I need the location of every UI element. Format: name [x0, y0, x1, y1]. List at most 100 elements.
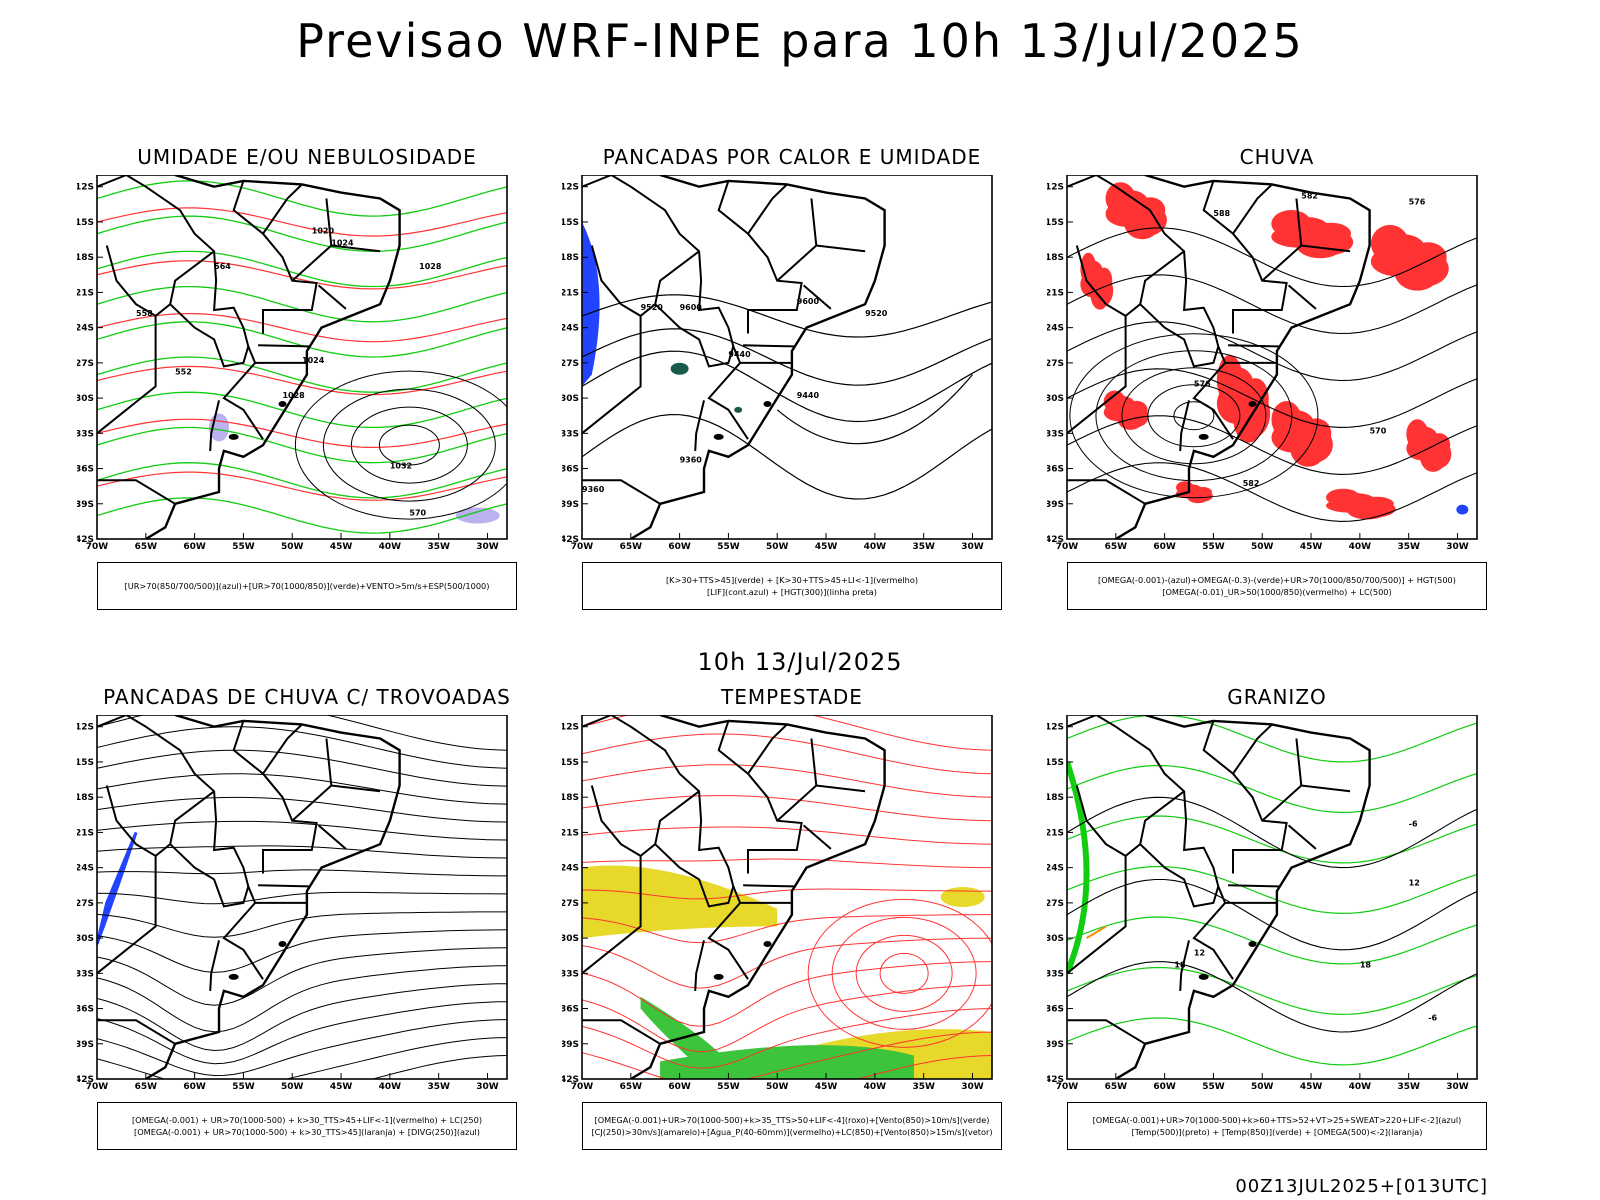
contour-label: 576 [1194, 379, 1211, 388]
temp850-green-contour [1067, 715, 1477, 763]
lon-tick-label: 65W [620, 1082, 643, 1092]
streamline-850 [582, 764, 992, 798]
lat-tick-label: 30S [1047, 394, 1064, 404]
lat-tick-label: 15S [77, 758, 94, 768]
lat-tick-label: 27S [562, 899, 579, 909]
lat-tick-label: 36S [562, 1005, 579, 1015]
lon-tick-label: 45W [815, 542, 838, 552]
lat-tick-label: 36S [562, 465, 579, 475]
state-border [1067, 715, 1234, 980]
lon-tick-label: 35W [427, 542, 450, 552]
lc500-contour [1095, 350, 1293, 482]
hgt300-contour [582, 413, 992, 500]
streamline [97, 891, 507, 905]
lat-tick-label: 39S [1047, 500, 1064, 510]
lat-tick-label: 27S [77, 899, 94, 909]
map-frame [96, 715, 508, 1080]
state-border [582, 479, 661, 505]
map-base [1067, 175, 1371, 539]
lat-tick-label: 21S [77, 288, 94, 298]
ur-green-contour [97, 321, 507, 358]
ur-green-contour [97, 497, 507, 534]
contour-label: 12 [1194, 949, 1205, 958]
lon-tick-label: 45W [330, 542, 353, 552]
streamline [97, 1001, 507, 1065]
state-border [258, 884, 309, 888]
lon-tick-label: 50W [766, 542, 789, 552]
omega-orange-area [1086, 925, 1107, 939]
panel-title: TEMPESTADE [721, 685, 863, 709]
lon-tick-label: 55W [1202, 1082, 1225, 1092]
map-base [582, 715, 886, 1079]
coastline [145, 715, 401, 1079]
lon-tick-label: 35W [912, 1082, 935, 1092]
hgt500-contour [1067, 415, 1477, 475]
legend-line-1: [OMEGA(-0.001)+UR>70(1000-500)+k>35_TTS>… [594, 1115, 990, 1125]
rain-red-area-part [1420, 439, 1452, 470]
lon-tick-label: 60W [1153, 1082, 1176, 1092]
lat-tick-label: 18S [77, 253, 94, 263]
streamline-850 [582, 715, 992, 751]
lon-tick-label: 35W [912, 542, 935, 552]
lat-tick-label: 12S [1047, 723, 1064, 733]
panel-title: CHUVA [1239, 145, 1315, 169]
lat-tick-label: 30S [1047, 934, 1064, 944]
lat-tick-label: 33S [562, 969, 579, 979]
lat-tick-label: 33S [77, 429, 94, 439]
lat-tick-label: 30S [562, 394, 579, 404]
pressure-contour [378, 424, 440, 466]
state-border [654, 303, 735, 368]
contour-label: 9520 [865, 309, 888, 318]
lat-tick-label: 15S [562, 218, 579, 228]
panel-legend: [UR>70(850/700/500)](azul)+[UR>70(1000/8… [97, 562, 517, 610]
temp850-green-contour [1067, 966, 1477, 1016]
state-border [1139, 303, 1220, 368]
rain-red-area [1271, 210, 1354, 259]
panel-legend: [OMEGA(-0.001) + UR>70(1000-500) + k>30_… [97, 1102, 517, 1150]
state-border [97, 715, 264, 980]
contour-label: 582 [1301, 191, 1318, 200]
state-border [325, 198, 333, 246]
lat-tick-label: 33S [562, 429, 579, 439]
state-border [97, 855, 157, 975]
thickness-red-contour [97, 313, 507, 343]
hgt500-contour [1067, 274, 1477, 335]
contour-label: 1020 [312, 227, 335, 236]
map-content [582, 715, 992, 1079]
lon-tick-label: 60W [668, 1082, 691, 1092]
state-border [582, 1019, 661, 1045]
lat-tick-label: 12S [1047, 183, 1064, 193]
thickness-red-contour [97, 418, 507, 449]
panel-legend: [OMEGA(-0.001)+UR>70(1000-500)+k>35_TTS>… [582, 1102, 1002, 1150]
state-border [1287, 284, 1317, 310]
lon-tick-label: 55W [232, 1082, 255, 1092]
lon-tick-label: 70W [86, 1082, 109, 1092]
streamline-850 [582, 961, 992, 1027]
coastline [145, 175, 401, 539]
streamline-850 [582, 795, 992, 822]
thickness-red-contour [97, 260, 507, 290]
lat-tick-label: 24S [1047, 324, 1064, 334]
panel-title: UMIDADE E/OU NEBULOSIDADE [137, 145, 477, 169]
streamline [97, 796, 507, 823]
state-border [1067, 1019, 1146, 1045]
state-border [717, 180, 788, 236]
lif-blue-area [582, 221, 600, 387]
lagoa-mirim [1198, 433, 1209, 440]
contour-label: 9600 [680, 303, 703, 312]
rain-red-area-part [1090, 274, 1114, 307]
state-border [1067, 855, 1127, 975]
streamline [97, 820, 507, 841]
state-border [317, 824, 347, 850]
rain-red-area-part [1395, 250, 1449, 288]
rain-red-area-part [1187, 489, 1213, 503]
lat-tick-label: 27S [562, 359, 579, 369]
streamline [97, 947, 507, 1006]
ur-green-contour [97, 180, 507, 217]
rain-red-area [1406, 419, 1452, 472]
state-border [1232, 773, 1288, 874]
lagoa-mirim [228, 973, 239, 980]
